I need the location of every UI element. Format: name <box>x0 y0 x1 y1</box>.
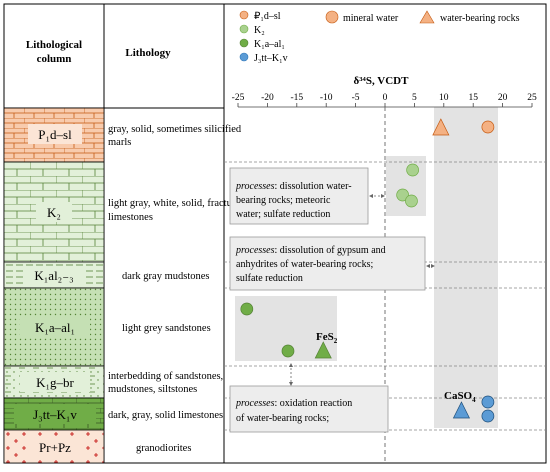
caso4-label: CaSO4 <box>444 390 476 404</box>
layer-code: K₁al₂₋₃ <box>34 268 73 283</box>
layer-code: J₃tt–K₁v <box>33 407 77 422</box>
connector-arrowheads <box>289 194 435 386</box>
process-box-1: processes: dissolution water- bearing ro… <box>229 167 369 225</box>
water-sample-circle <box>406 163 419 177</box>
x-tick-label: 15 <box>468 93 478 103</box>
legend-marker-k2 <box>239 24 249 34</box>
layer-fill-pr-pz <box>3 429 105 464</box>
layer-code: P₁d–sl <box>38 127 72 142</box>
x-axis-title: δ³⁴S, VCDT <box>354 75 410 87</box>
x-tick-label: 25 <box>527 93 537 103</box>
process-box-3: processes: oxidation reaction of water-b… <box>229 385 389 433</box>
layer-code: K₂ <box>47 205 61 220</box>
legend-rocks-marker <box>419 10 435 24</box>
x-tick-label: 5 <box>412 93 417 103</box>
rock-sample-triangle <box>314 341 332 359</box>
lithology-text: light gray, white, solid, fractured <box>108 198 246 209</box>
lithology-text: interbedding of sandstones, <box>108 371 223 382</box>
x-tick-label: -5 <box>352 93 360 103</box>
lithology-text: light grey sandstones <box>122 323 211 334</box>
legend-marker-p1d <box>239 10 249 20</box>
water-sample-circle <box>396 188 409 202</box>
column-header-line2: column <box>37 53 72 65</box>
layer-code: K₁a–al₁ <box>35 320 75 335</box>
process-text-1: bearing rocks; meteoric <box>236 195 331 206</box>
lithology-header: Lithology <box>125 47 171 59</box>
process-text-2: processes: dissolution of gypsum and <box>235 245 386 256</box>
process-text-1: water; sulfate reduction <box>236 209 330 220</box>
legend-label: J₃tt–K₁v <box>254 53 288 64</box>
data-points <box>240 118 495 423</box>
x-tick-label: -15 <box>290 93 303 103</box>
lithology-text: granodiorites <box>136 443 191 454</box>
process-box-2: processes: dissolution of gypsum and anh… <box>229 236 426 291</box>
legend-rocks-label: water-bearing rocks <box>440 13 520 24</box>
water-sample-circle <box>405 194 418 208</box>
lithology-text: gray, solid, sometimes silicified <box>108 124 242 135</box>
water-sample-circle <box>481 120 495 134</box>
lithology-text: mudstones, siltstones <box>108 384 197 395</box>
water-sample-circle <box>281 344 295 358</box>
rock-sample-triangle <box>432 118 450 136</box>
legend-marker-k1a <box>239 38 249 48</box>
legend: ₽₁d–sl K₂ K₁a–al₁ J₃tt–K₁v mineral water… <box>239 10 520 64</box>
water-sample-circle <box>481 395 495 409</box>
legend-label: ₽₁d–sl <box>254 11 281 22</box>
process-text-3: processes: oxidation reaction <box>235 398 352 409</box>
layer-code-labels: P₁d–sl K₂ K₁al₂₋₃ K₁a–al₁ K₁g–br J₃tt–K₁… <box>14 124 96 457</box>
legend-label: K₂ <box>254 25 265 36</box>
rock-sample-triangle <box>452 401 471 419</box>
x-tick-label: -10 <box>320 93 333 103</box>
process-text-1: processes: dissolution water- <box>235 181 352 192</box>
x-tick-label: 20 <box>498 93 508 103</box>
lithology-text: dark gray mudstones <box>122 271 209 282</box>
group-box-k2 <box>386 156 426 216</box>
lithology-text: limestones <box>108 212 153 223</box>
x-tick-label: 10 <box>439 93 449 103</box>
process-text-2: anhydrites of water-bearing rocks; <box>236 259 373 270</box>
legend-mineral-water-label: mineral water <box>343 13 399 24</box>
legend-marker-j3 <box>239 52 249 62</box>
lithology-descriptions: gray, solid, sometimes silicified marls … <box>108 124 246 454</box>
group-box-right <box>434 107 498 428</box>
legend-label: K₁a–al₁ <box>254 39 285 50</box>
lithology-text: marls <box>108 137 131 148</box>
x-tick-label: -20 <box>261 93 274 103</box>
layer-code: Pr+Pz <box>39 440 71 455</box>
lithology-text: dark, gray, solid limestones <box>108 410 223 421</box>
column-header-line1: Lithological <box>26 39 82 51</box>
water-sample-circle <box>240 302 254 316</box>
process-text-2: sulfate reduction <box>236 273 303 284</box>
process-text-3: of water-bearing rocks; <box>236 413 329 424</box>
layer-code: K₁g–br <box>36 375 74 390</box>
water-sample-circle <box>481 409 495 423</box>
x-tick-label: 0 <box>383 93 388 103</box>
x-tick-label: -25 <box>232 93 245 103</box>
fes2-label: FeS2 <box>316 331 338 345</box>
legend-mineral-water-marker <box>325 10 339 24</box>
